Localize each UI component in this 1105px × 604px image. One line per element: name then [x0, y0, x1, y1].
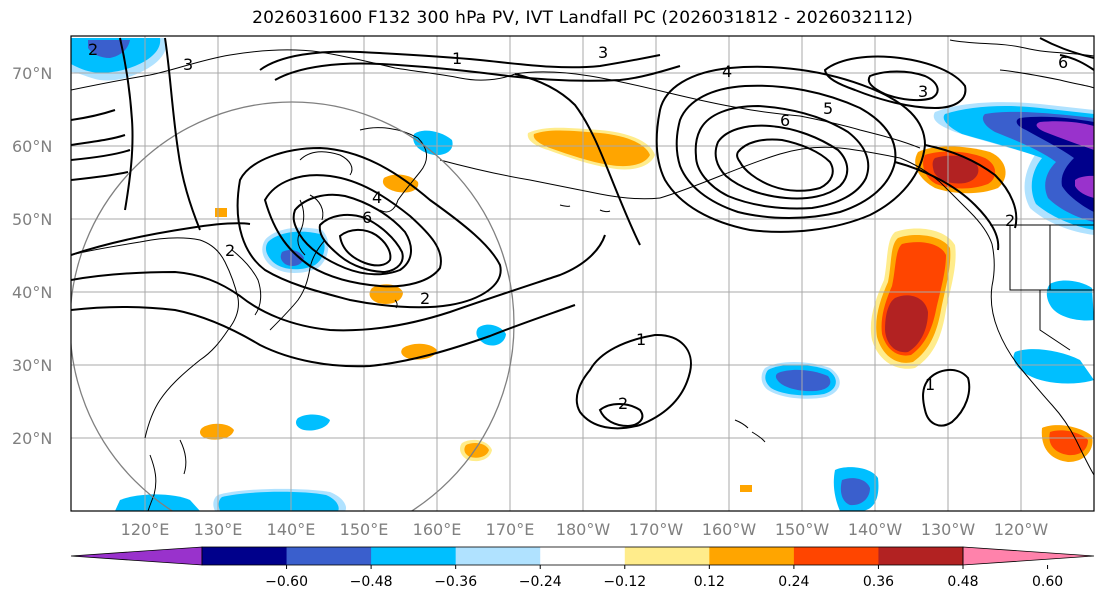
contour-label: 1	[636, 330, 646, 349]
contour-label: 1	[452, 49, 462, 68]
colorbar-tick-label: −0.24	[519, 574, 562, 590]
contour-label: 6	[780, 111, 790, 130]
shade-negative-kamchatka	[413, 130, 453, 156]
colorbar-segment	[709, 547, 795, 565]
lon-label: 180°W	[556, 520, 611, 539]
lon-label: 170°W	[629, 520, 684, 539]
shade-negative-bottom-center-cyan	[218, 491, 339, 511]
lon-label: 170°E	[486, 520, 535, 539]
lat-label: 40°N	[12, 283, 52, 302]
lat-label: 60°N	[12, 137, 52, 156]
longitude-labels: 120°E 130°E 140°E 150°E 160°E 170°E 180°…	[121, 520, 1049, 539]
lon-label: 160°W	[702, 520, 757, 539]
colorbar-segment	[202, 547, 288, 565]
shade-positive-small-1	[215, 208, 227, 217]
shade-positive-small-2	[740, 485, 752, 492]
shade-positive-japan-east	[369, 284, 403, 304]
contour-label: 2	[225, 241, 235, 260]
latitude-labels: 70°N 60°N 50°N 40°N 30°N 20°N	[12, 64, 52, 448]
colorbar-segment	[878, 547, 964, 565]
shade-negative-mexico-s	[1013, 349, 1094, 384]
shade-negative-hawaii-ne-blue	[775, 369, 831, 392]
pv-contours	[71, 37, 1094, 430]
colorbar-extend-high	[962, 546, 1095, 566]
colorbar-segment	[286, 547, 372, 565]
lon-label: 150°E	[340, 520, 389, 539]
lon-label: 130°W	[921, 520, 976, 539]
contour-label: 4	[372, 188, 382, 207]
ivt-shading	[71, 38, 1094, 511]
colorbar-tick-label: 0.60	[1032, 574, 1063, 590]
contour-label: 2	[420, 289, 430, 308]
lat-label: 20°N	[12, 429, 52, 448]
contour-label: 2	[1005, 211, 1015, 230]
colorbar-segment	[455, 547, 541, 565]
colorbar-extend-low	[70, 546, 203, 566]
colorbar-segment	[624, 547, 710, 565]
colorbar-tick-label: −0.36	[434, 574, 477, 590]
lon-label: 160°E	[413, 520, 462, 539]
contour-label: 2	[88, 40, 98, 59]
graticule	[71, 36, 1094, 511]
colorbar-tick-label: −0.60	[265, 574, 308, 590]
shade-negative-canada-purple-2	[1075, 175, 1094, 198]
shade-positive-westcoast-core	[885, 295, 928, 353]
map-frame	[70, 35, 1095, 512]
shade-negative-midpac	[296, 414, 330, 431]
contour-label: 5	[823, 99, 833, 118]
lat-label: 30°N	[12, 356, 52, 375]
colorbar-segment	[371, 547, 457, 565]
lon-label: 130°E	[194, 520, 243, 539]
colorbar-tick-label: 0.24	[778, 574, 809, 590]
colorbar-segment	[540, 547, 626, 565]
shade-positive-hawaii-w-core	[464, 442, 489, 458]
colorbar-outline	[201, 546, 964, 566]
shade-negative-mexico	[1046, 280, 1094, 321]
shade-positive-alaska-core	[533, 130, 650, 167]
lat-label: 70°N	[12, 64, 52, 83]
contour-label: 3	[183, 55, 193, 74]
colorbar-tick-label: −0.48	[350, 574, 393, 590]
contour-label: 1	[925, 375, 935, 394]
shade-negative-siberia-blue	[88, 40, 130, 58]
lon-label: 120°E	[121, 520, 170, 539]
contour-label: 6	[1058, 53, 1068, 72]
shade-negative-japan-cyan	[265, 231, 325, 270]
shade-negative-japan-blue	[280, 250, 304, 266]
map-title: 2026031600 F132 300 hPa PV, IVT Landfall…	[252, 8, 913, 28]
contour-label: 3	[918, 82, 928, 101]
shade-negative-canada-purple	[1036, 121, 1094, 150]
shade-negative-south-blue	[840, 478, 870, 506]
colorbar-tick-label: −0.12	[603, 574, 646, 590]
contour-label: 3	[598, 43, 608, 62]
lon-label: 140°W	[848, 520, 903, 539]
contour-label: 4	[722, 62, 732, 81]
lon-label: 120°W	[994, 520, 1049, 539]
lat-label: 50°N	[12, 210, 52, 229]
landfall-region-circle	[71, 101, 515, 511]
contour-label: 2	[618, 394, 628, 413]
shade-negative-bottom-left	[115, 494, 200, 511]
shade-positive-baja-core	[1049, 430, 1088, 456]
lon-label: 150°W	[775, 520, 830, 539]
colorbar-segment	[793, 547, 879, 565]
shade-positive-philippine	[200, 423, 234, 440]
contour-label: 6	[362, 208, 372, 227]
shade-positive-bc-core	[932, 155, 979, 184]
lon-label: 140°E	[267, 520, 316, 539]
contour-label-group: 1 3 3 4 5 6 3 2 4 6 2 2 1 2 1 2 6	[88, 40, 1068, 413]
colorbar: −0.60 −0.48 −0.36 −0.24 −0.12 0.12 0.24 0.36 0.4…	[70, 546, 1095, 590]
colorbar-tick-label: 0.36	[863, 574, 894, 590]
shade-positive-kuril	[382, 174, 419, 193]
colorbar-tick-label: 0.48	[947, 574, 978, 590]
colorbar-tick-label: 0.12	[694, 574, 725, 590]
